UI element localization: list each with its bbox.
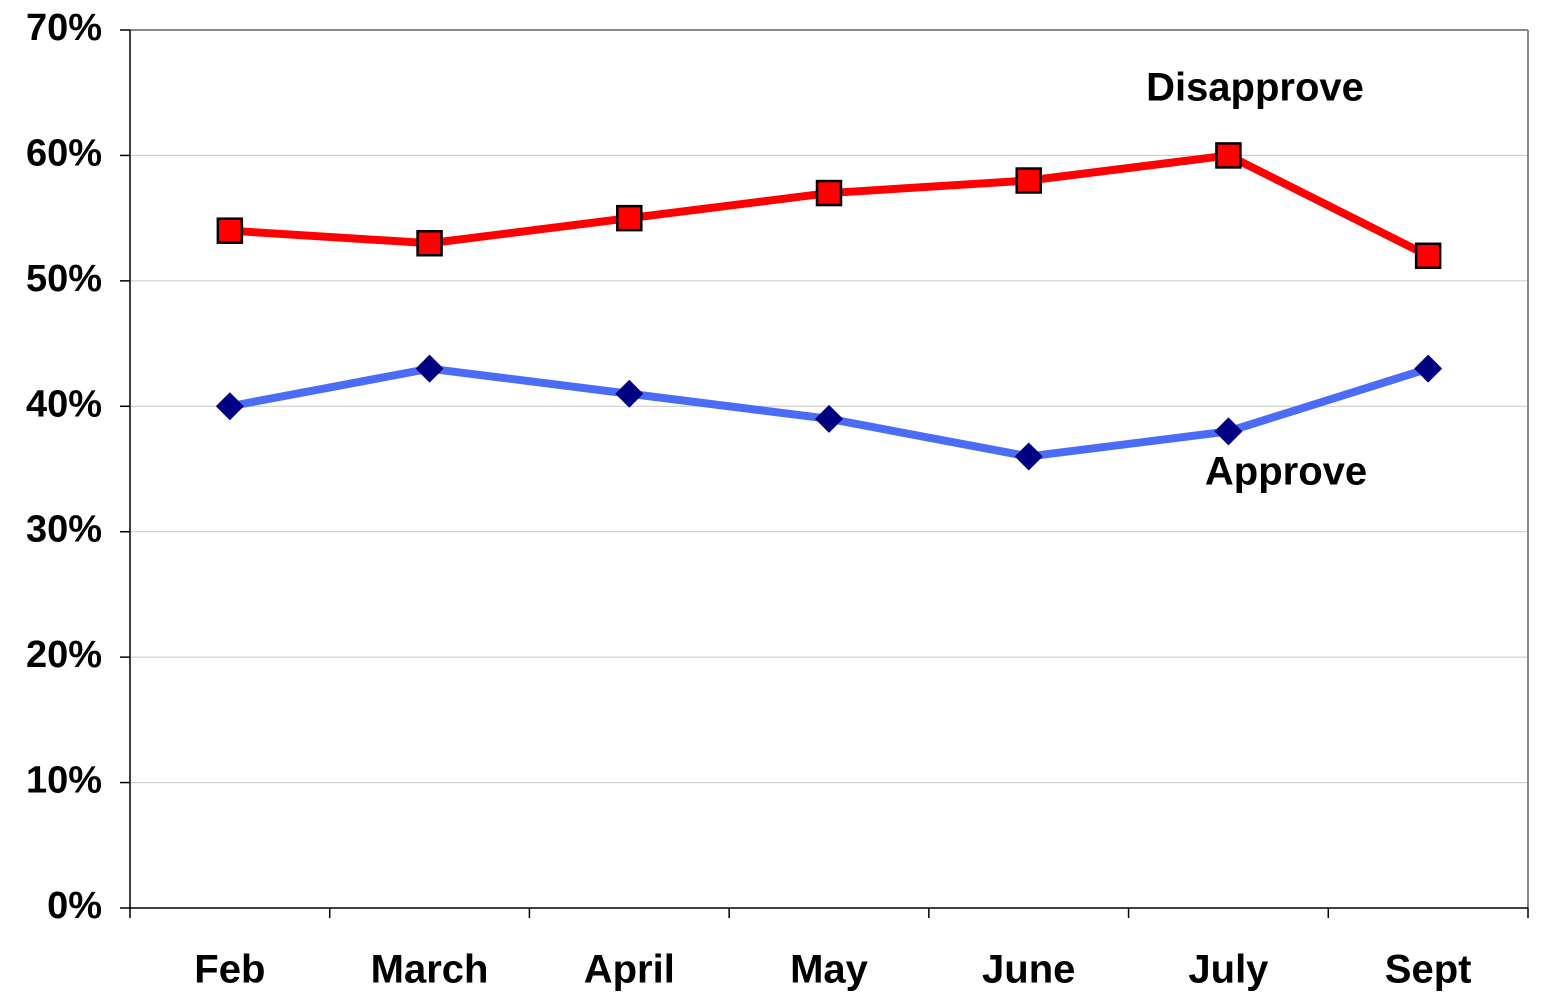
y-tick-label: 40% (26, 383, 102, 425)
y-tick-label: 10% (26, 760, 102, 802)
x-tick-label: March (371, 948, 489, 992)
marker (1414, 242, 1442, 270)
x-tick-label: May (790, 948, 869, 992)
marker (215, 392, 244, 421)
x-tick-label: June (982, 948, 1075, 992)
marker (1215, 142, 1242, 169)
x-tick-label: Feb (194, 948, 265, 992)
y-tick-label: 50% (26, 258, 102, 300)
series-label: Disapprove (1146, 66, 1364, 110)
series-label: Approve (1205, 450, 1367, 494)
marker (1014, 442, 1043, 471)
marker (815, 404, 843, 433)
marker (1015, 167, 1042, 194)
y-tick-label: 70% (26, 7, 102, 49)
marker (1214, 417, 1243, 446)
y-tick-label: 30% (26, 509, 102, 551)
marker (416, 229, 443, 257)
y-tick-label: 0% (47, 885, 102, 927)
plot: 0% 10% 20% 30% 40% 50% 60% 70% Feb March April May J… (26, 7, 1529, 992)
marker (615, 379, 644, 408)
x-tick-label: Sept (1385, 948, 1472, 992)
marker (415, 354, 444, 383)
marker (1414, 354, 1443, 383)
marker (815, 179, 843, 207)
y-tick-label: 60% (26, 132, 102, 174)
marker (216, 217, 244, 244)
y-tick-label: 20% (26, 634, 102, 676)
x-tick-label: April (584, 948, 675, 992)
marker (616, 204, 643, 232)
x-tick-label: July (1188, 948, 1269, 992)
